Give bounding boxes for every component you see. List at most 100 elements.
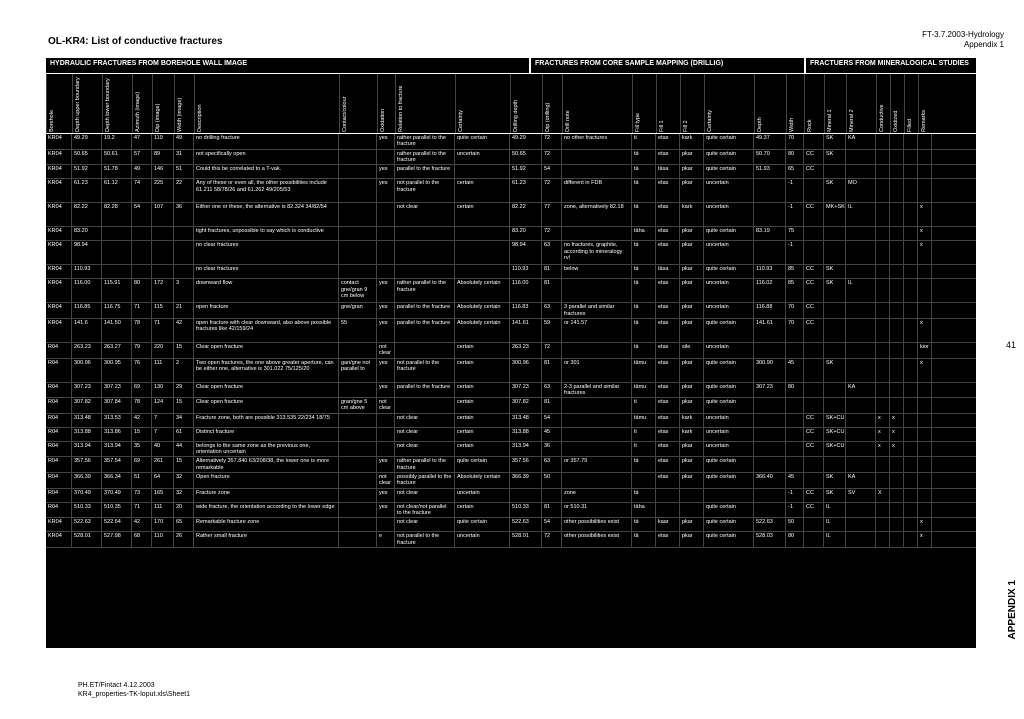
table-cell: quite certain — [704, 473, 754, 488]
table-cell: tä — [632, 179, 656, 202]
table-cell: not clear — [395, 518, 455, 531]
table-cell: tä — [632, 241, 656, 264]
table-cell: uncertain — [704, 442, 754, 457]
column-header: Filled — [904, 74, 918, 133]
table-cell: SV — [846, 489, 876, 502]
table-cell: 72 — [542, 343, 562, 358]
table-cell: 54 — [132, 203, 152, 226]
table-cell: 83.19 — [754, 227, 786, 240]
table-cell: Clear open fracture — [194, 383, 339, 398]
table-cell: quite certain — [704, 134, 754, 149]
table-cell: 32 — [174, 489, 194, 502]
table-cell: tämu — [632, 359, 656, 382]
column-header: Contact/colour — [339, 74, 377, 133]
table-cell: 313.48 — [72, 414, 102, 427]
column-header: Depth lower boundary — [102, 74, 132, 133]
table-cell — [918, 489, 932, 502]
table-cell: 70 — [786, 319, 804, 342]
table-cell — [339, 473, 377, 488]
table-cell: uncertain — [455, 150, 510, 165]
table-cell: 15 — [132, 428, 152, 441]
table-cell — [632, 473, 656, 488]
table-cell — [339, 532, 377, 547]
table-row: R04366.39366.34516432Open fracturenot cl… — [46, 473, 976, 489]
table-cell: R04 — [46, 359, 72, 382]
table-cell: no clear fractures — [194, 241, 339, 264]
table-cell: 44 — [174, 442, 194, 457]
table-cell: 54 — [542, 165, 562, 178]
table-cell: 165 — [152, 489, 174, 502]
table-cell: 116.02 — [754, 279, 786, 302]
table-cell: etas — [656, 473, 680, 488]
table-cell — [846, 227, 876, 240]
table-cell: 261 — [152, 457, 174, 472]
table-cell: etas — [656, 414, 680, 427]
table-cell: certain — [455, 343, 510, 358]
table-cell — [890, 203, 904, 226]
table-cell — [804, 241, 824, 264]
table-cell: 313.86 — [102, 428, 132, 441]
table-cell: Absolutely certain — [455, 303, 510, 318]
table-cell: etas — [656, 227, 680, 240]
table-cell: KR04 — [46, 203, 72, 226]
table-cell: R04 — [46, 457, 72, 472]
table-cell: 63 — [542, 241, 562, 264]
table-cell — [890, 179, 904, 202]
table-row: KR04116.00115.91801723downward flowconta… — [46, 279, 976, 303]
table-cell — [174, 241, 194, 264]
table-cell — [876, 503, 890, 518]
table-cell — [846, 241, 876, 264]
table-cell: 115.91 — [102, 279, 132, 302]
table-row: KR0450.6550.61578931not specifically ope… — [46, 150, 976, 166]
table-cell: 366.40 — [754, 473, 786, 488]
table-cell: 29 — [174, 383, 194, 398]
table-cell: not clear — [395, 442, 455, 457]
table-cell: yes — [377, 134, 395, 149]
table-cell: or 510.31 — [562, 503, 632, 518]
table-cell — [562, 442, 632, 457]
column-header: Description — [194, 74, 339, 133]
table-cell: tä — [632, 532, 656, 547]
table-row: R04357.56357.546926115Alternatively 357.… — [46, 457, 976, 473]
table-cell: 51.78 — [102, 165, 132, 178]
table-cell — [876, 319, 890, 342]
table-cell — [904, 303, 918, 318]
table-cell — [890, 518, 904, 531]
table-cell: zone — [562, 489, 632, 502]
table-cell: or 301 — [562, 359, 632, 382]
table-cell: ti — [632, 134, 656, 149]
table-cell: 81 — [542, 265, 562, 278]
column-header: Mineral 2 — [846, 74, 876, 133]
table-cell — [339, 442, 377, 457]
table-cell — [562, 227, 632, 240]
table-cell: yes — [377, 383, 395, 398]
doc-reference: FT-3.7.2003-Hydrology Appendix 1 — [922, 30, 1004, 49]
table-cell: KR04 — [46, 532, 72, 547]
table-cell: R04 — [46, 383, 72, 398]
table-cell: KR04 — [46, 134, 72, 149]
table-cell: 85 — [786, 265, 804, 278]
table-cell: 42 — [132, 414, 152, 427]
table-cell: SK — [824, 265, 846, 278]
column-header: Depth upper boundary — [72, 74, 102, 133]
table-cell: 76 — [132, 359, 152, 382]
table-cell: kark — [680, 203, 704, 226]
table-cell: 7 — [152, 414, 174, 427]
table-cell: 69 — [132, 457, 152, 472]
table-cell: etas — [656, 383, 680, 398]
table-cell: yes — [377, 319, 395, 342]
table-cell — [804, 518, 824, 531]
table-cell: KR04 — [46, 150, 72, 165]
table-cell: 82.22 — [510, 203, 542, 226]
table-cell — [904, 319, 918, 342]
table-cell: 313.94 — [102, 442, 132, 457]
table-cell — [562, 414, 632, 427]
table-cell: 50.65 — [72, 150, 102, 165]
table-cell — [846, 457, 876, 472]
table-cell: quite certain — [704, 165, 754, 178]
table-cell: uncertain — [455, 489, 510, 502]
table-cell: not clear — [395, 414, 455, 427]
table-cell: uncertain — [704, 279, 754, 302]
table-cell — [904, 442, 918, 457]
table-cell — [377, 150, 395, 165]
